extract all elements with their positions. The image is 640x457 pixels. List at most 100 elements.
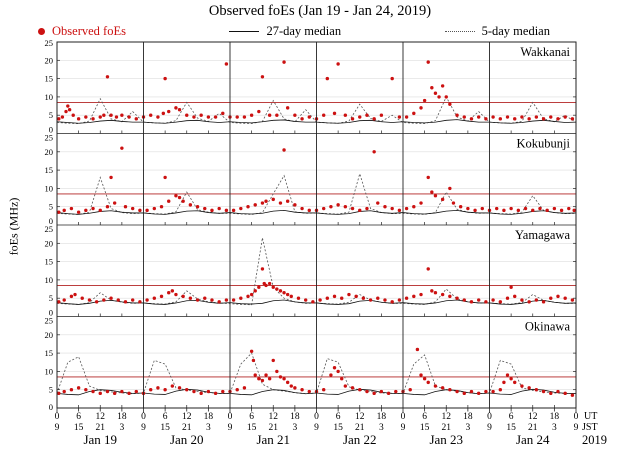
panel-yamagawa: 5 10 15 20 25 0 Yamagawa: [45, 224, 577, 318]
observed-point: [84, 388, 88, 392]
jst-tick-label: 9: [228, 423, 233, 433]
observed-point: [112, 391, 117, 396]
observed-point: [260, 267, 265, 271]
observed-point: [282, 148, 286, 152]
jst-tick-label: 15: [333, 423, 343, 433]
observed-point: [60, 115, 65, 119]
observed-point: [130, 298, 135, 302]
observed-point: [285, 292, 290, 297]
observed-point: [415, 347, 420, 352]
observed-point: [325, 296, 330, 300]
observed-point: [224, 208, 229, 213]
observed-point: [210, 298, 214, 302]
observed-point: [307, 115, 311, 119]
observed-point: [322, 113, 326, 117]
observed-point: [213, 115, 218, 119]
observed-point: [358, 208, 362, 213]
observed-point: [498, 117, 503, 121]
observed-point: [235, 388, 239, 392]
observed-point: [329, 373, 333, 377]
chart-title: Observed foEs (Jan 19 - Jan 24, 2019): [208, 3, 432, 19]
y-tick-label: 0: [49, 216, 53, 226]
observed-point: [69, 294, 74, 299]
observed-point: [271, 358, 275, 363]
observed-point: [462, 391, 466, 396]
observed-point: [394, 389, 398, 394]
observed-point: [476, 115, 481, 119]
jst-tick-label: 15: [420, 423, 430, 433]
observed-point: [116, 298, 120, 302]
observed-point: [433, 91, 438, 95]
observed-point: [419, 373, 423, 377]
observed-point: [285, 199, 290, 203]
observed-point: [80, 296, 84, 300]
ut-tick-label: 0: [487, 412, 492, 422]
jst-tick-label: 21: [442, 423, 452, 433]
jst-suffix-label: JST: [582, 422, 598, 433]
observed-point: [332, 366, 337, 370]
observed-point: [62, 208, 66, 213]
observed-point: [404, 115, 409, 119]
observed-point: [203, 206, 207, 211]
jst-tick-label: 15: [247, 423, 257, 433]
observed-point: [120, 113, 124, 117]
observed-point: [307, 208, 311, 213]
observed-point: [260, 75, 265, 79]
observed-point: [181, 294, 185, 299]
observed-point: [534, 298, 539, 302]
observed-point: [156, 115, 160, 119]
observed-point: [412, 294, 416, 299]
observed-point: [105, 75, 110, 79]
panel-okinawa: 5 10 15 20 25 0 Okinawa: [45, 316, 576, 412]
jst-tick-label: 9: [401, 423, 406, 433]
observed-point: [278, 201, 283, 205]
ut-tick-label: 18: [117, 412, 127, 422]
observed-point: [541, 117, 546, 121]
observed-point: [451, 201, 456, 205]
observed-point: [221, 111, 225, 116]
observed-point: [149, 388, 153, 392]
observed-point: [257, 377, 261, 381]
observed-point: [513, 294, 517, 299]
solid-line-swatch: [229, 31, 260, 32]
observed-point: [174, 106, 178, 110]
ut-tick-label: 12: [528, 412, 538, 422]
observed-point: [163, 388, 167, 392]
legend-median27-label: 27-day median: [266, 24, 342, 38]
observed-point: [527, 117, 531, 121]
observed-point: [343, 113, 348, 117]
ut-tick-label: 6: [422, 412, 427, 422]
observed-point: [491, 115, 495, 119]
observed-point: [556, 294, 560, 299]
observed-point: [426, 60, 430, 64]
observed-point: [350, 206, 355, 211]
observed-point: [397, 208, 402, 213]
observed-point: [480, 206, 484, 211]
observed-point: [188, 296, 193, 300]
observed-point: [476, 391, 481, 396]
observed-point: [257, 109, 261, 114]
observed-point: [249, 349, 254, 353]
observed-point: [174, 292, 178, 297]
observed-point: [440, 84, 445, 88]
observed-point: [206, 389, 211, 394]
observed-point: [404, 296, 409, 300]
observed-point: [350, 117, 355, 121]
observed-point: [358, 115, 362, 119]
observed-point: [469, 300, 474, 304]
legend-observed-label: Observed foEs: [52, 24, 126, 38]
observed-point: [498, 300, 503, 304]
legend-observed: Observed foEs: [38, 24, 126, 39]
observed-point: [570, 393, 575, 397]
observed-point: [120, 146, 124, 150]
station-label: Yamagawa: [515, 228, 570, 242]
observed-point: [397, 298, 402, 302]
observed-point: [264, 283, 268, 288]
y-tick-label: 15: [45, 348, 54, 358]
observed-point: [491, 298, 495, 302]
observed-point: [275, 287, 279, 291]
observed-point: [149, 113, 153, 117]
observed-point: [174, 194, 178, 198]
observed-point: [112, 201, 117, 205]
observed-point: [134, 389, 138, 394]
